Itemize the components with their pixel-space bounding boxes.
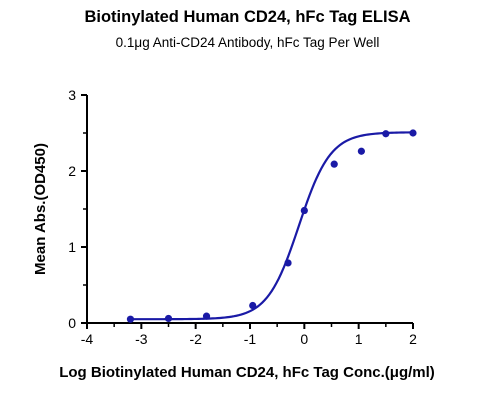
y-tick-label: 2	[68, 163, 76, 179]
chart-subtitle: 0.1μg Anti-CD24 Antibody, hFc Tag Per We…	[115, 35, 380, 50]
data-point	[249, 301, 257, 310]
data-point	[202, 312, 211, 320]
y-ticks: 0 1 2 3	[68, 87, 87, 331]
x-tick-label: 0	[300, 331, 308, 347]
x-tick-label: -1	[244, 331, 257, 347]
x-axis-title: Log Biotinylated Human CD24, hFc Tag Con…	[59, 364, 435, 381]
data-point	[409, 129, 417, 137]
x-ticks: -4 -3 -2 -1 0 1 2	[81, 323, 417, 347]
data-point	[284, 259, 292, 267]
y-tick-label: 1	[68, 239, 76, 255]
data-point	[126, 315, 135, 323]
data-point	[164, 314, 173, 323]
data-point	[300, 206, 308, 215]
y-tick-label: 3	[68, 87, 76, 103]
data-point	[357, 147, 365, 155]
data-point	[330, 160, 338, 168]
x-tick-label: -2	[189, 331, 202, 347]
x-tick-label: 1	[355, 331, 363, 347]
x-tick-label: 2	[409, 331, 417, 347]
data-point	[382, 130, 390, 138]
y-axis-title: Mean Abs.(OD450)	[32, 143, 49, 275]
fit-curve	[130, 131, 414, 321]
x-tick-label: -4	[81, 331, 94, 347]
axes	[86, 95, 413, 324]
data-points	[126, 129, 417, 323]
y-tick-label: 0	[68, 315, 76, 331]
x-tick-label: -3	[135, 331, 148, 347]
chart-title: Biotinylated Human CD24, hFc Tag ELISA	[84, 8, 411, 26]
